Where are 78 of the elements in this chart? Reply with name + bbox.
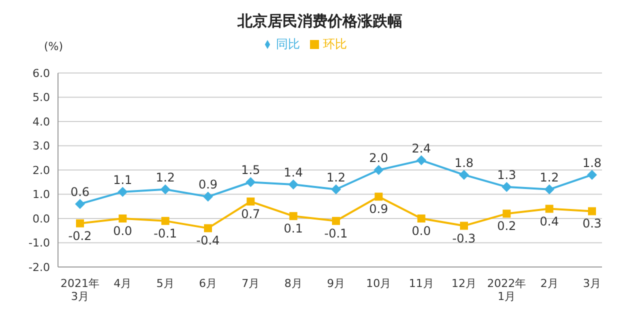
data-label: 1.2 [540, 170, 559, 184]
point [118, 214, 127, 222]
y-tick-label: 0.0 [32, 212, 50, 226]
y-tick-label: -2.0 [28, 260, 50, 274]
data-label: 1.8 [454, 156, 474, 170]
point [502, 210, 511, 218]
point [374, 192, 383, 201]
point [289, 212, 298, 220]
y-tick-label: 1.0 [32, 188, 50, 202]
x-tick-label: 8月 [284, 277, 302, 290]
y-tick-label: 6.0 [32, 66, 50, 80]
y-tick-label: 3.0 [32, 140, 50, 153]
data-label: 0.9 [369, 202, 388, 216]
data-label: -0.1 [154, 226, 178, 240]
data-label: 1.3 [497, 168, 516, 182]
point [460, 222, 468, 230]
x-tick-label: 3月 [583, 277, 601, 290]
data-label: -0.4 [196, 234, 220, 248]
point [332, 216, 340, 225]
point [75, 198, 85, 209]
x-tick-label: 2021年 3月 [60, 277, 100, 303]
data-label: 0.0 [412, 224, 431, 238]
point [331, 184, 341, 194]
point [588, 207, 596, 216]
y-tick-label: 2.0 [32, 164, 50, 177]
data-label: 1.1 [113, 172, 132, 187]
point [203, 192, 213, 202]
point [374, 165, 384, 175]
x-tick-label: 7月 [242, 277, 260, 290]
point [545, 204, 554, 213]
point [118, 186, 128, 197]
point [459, 170, 469, 180]
data-label: 1.2 [326, 170, 346, 184]
x-tick-label: 4月 [114, 277, 132, 290]
legend-label: 环比 [323, 37, 347, 51]
y-tick-label: -1.0 [28, 236, 50, 250]
data-label: 0.4 [540, 214, 559, 228]
y-axis-title: (%) [44, 40, 64, 53]
x-tick-label: 6月 [199, 277, 217, 290]
y-tick-label: 5.0 [32, 91, 50, 104]
x-tick-label: 11月 [408, 277, 434, 290]
data-label: 1.5 [241, 163, 260, 178]
y-tick-label: 4.0 [32, 115, 50, 128]
data-label: 1.8 [582, 156, 602, 170]
x-tick-label: 2022年 1月 [487, 277, 526, 303]
data-label: 0.9 [198, 178, 218, 192]
point [161, 216, 170, 225]
point [587, 170, 597, 180]
data-label: 0.3 [582, 216, 602, 231]
data-label: 0.0 [113, 224, 132, 238]
data-label: 0.2 [497, 219, 516, 234]
x-tick-label: 5月 [156, 277, 174, 290]
x-tick-label: 12月 [452, 277, 476, 290]
point [204, 224, 212, 232]
point [416, 155, 426, 166]
data-label: 1.4 [284, 166, 303, 180]
point [502, 182, 512, 192]
data-label: 1.2 [156, 170, 175, 184]
data-label: 0.7 [241, 207, 260, 222]
point [288, 180, 298, 190]
legend-label: 同比 [276, 37, 300, 51]
data-label: -0.2 [68, 228, 92, 243]
data-label: -0.3 [452, 231, 476, 246]
point [76, 219, 84, 228]
point [544, 184, 554, 194]
point [246, 177, 256, 188]
point [417, 214, 426, 222]
x-tick-label: 9月 [327, 277, 345, 290]
point [160, 184, 170, 194]
data-label: -0.1 [324, 226, 348, 240]
x-tick-label: 2月 [540, 277, 558, 290]
x-tick-label: 10月 [366, 277, 392, 290]
chart-title: 北京居民消费价格涨跌幅 [236, 12, 404, 31]
data-label: 2.4 [412, 141, 431, 156]
point [246, 198, 255, 206]
data-label: 2.0 [369, 151, 388, 165]
data-label: 0.1 [284, 222, 303, 236]
data-label: 0.6 [70, 184, 90, 199]
